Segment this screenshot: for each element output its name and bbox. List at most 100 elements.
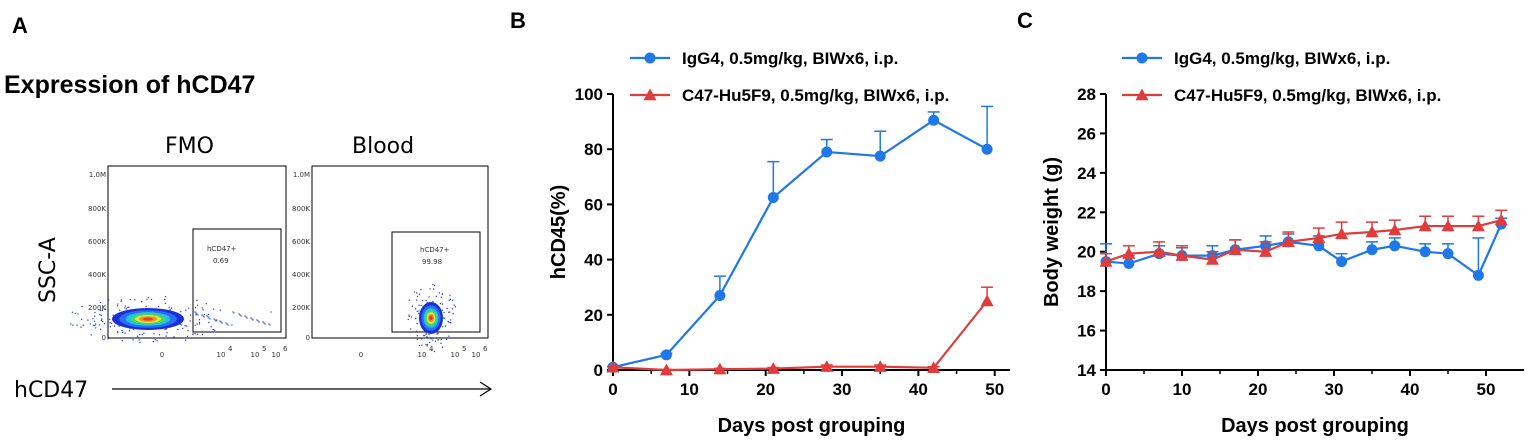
event-dot (441, 309, 443, 311)
flow-fmo-x-tick-exp: 6 (283, 345, 288, 353)
event-dot (187, 329, 189, 332)
event-dot (250, 317, 252, 319)
event-dot (426, 301, 428, 304)
legend-label: C47-Hu5F9, 0.5mg/kg, BIWx6, i.p. (1174, 86, 1441, 105)
flow-fmo-density (70, 295, 272, 344)
event-dot (98, 324, 101, 326)
event-dot (94, 323, 97, 325)
flow-fmo-y-tick: 800K (88, 205, 106, 213)
event-dot (449, 319, 452, 321)
event-dot (116, 330, 119, 333)
event-dot (421, 299, 424, 302)
event-dot (270, 311, 272, 313)
event-dot (89, 323, 92, 325)
event-dot (206, 315, 208, 317)
flow-blood-y-tick: 1.0M (293, 171, 310, 179)
event-dot (132, 339, 134, 341)
event-dot (99, 328, 102, 330)
event-dot (124, 332, 126, 334)
event-dot (207, 316, 209, 318)
event-dot (117, 331, 119, 334)
x-tick-label: 20 (1249, 380, 1268, 399)
x-tick-label: 10 (680, 380, 699, 399)
data-point (1441, 219, 1455, 232)
event-dot (192, 333, 194, 335)
event-dot (182, 327, 184, 330)
panel-c-letter: C (1017, 8, 1033, 33)
event-dot (100, 314, 102, 317)
event-dot (435, 295, 438, 298)
flow-blood-x-tick: 10 (472, 351, 481, 359)
event-dot (252, 319, 254, 321)
data-point (820, 360, 834, 372)
event-dot (219, 320, 221, 322)
event-dot (264, 323, 266, 325)
event-dot (95, 327, 97, 329)
event-dot (448, 321, 450, 323)
event-dot (194, 311, 196, 313)
event-dot (408, 315, 410, 318)
event-dot (196, 304, 199, 306)
flow-fmo-y-tick: 1.0M (89, 171, 106, 179)
event-dot (416, 299, 418, 301)
data-point (873, 360, 887, 372)
event-dot (165, 335, 167, 337)
flow-blood-x-tick-exp: 6 (483, 345, 488, 353)
event-dot (119, 309, 121, 312)
data-point (1281, 235, 1295, 248)
event-dot (428, 333, 430, 336)
event-dot (70, 323, 72, 325)
event-dot (441, 303, 444, 305)
event-dot (421, 344, 423, 347)
event-dot (432, 288, 435, 290)
panel-a: A Expression of hCD47 FMO Blood SSC-A 1.… (4, 13, 493, 403)
density-contour (142, 317, 154, 321)
series-line (1105, 219, 1502, 263)
data-point (1228, 243, 1242, 255)
y-tick-label: 26 (1077, 124, 1096, 143)
flow-blood-x-tick: 10 (418, 351, 427, 359)
data-point (1312, 231, 1326, 244)
event-dot (212, 308, 215, 310)
event-dot (101, 320, 104, 323)
event-dot (425, 333, 427, 335)
y-tick-label: 18 (1077, 282, 1096, 301)
event-dot (99, 309, 101, 311)
event-dot (138, 333, 141, 336)
y-tick-label: 80 (584, 140, 603, 159)
series-1 (607, 105, 994, 373)
legend-marker (643, 88, 657, 101)
event-dot (74, 312, 76, 315)
event-dot (407, 318, 409, 321)
event-dot (196, 299, 198, 302)
data-point (714, 289, 726, 301)
event-dot (426, 336, 428, 338)
event-dot (180, 311, 182, 313)
event-dot (443, 311, 445, 314)
event-dot (198, 321, 201, 324)
event-dot (431, 349, 433, 352)
event-dot (185, 309, 187, 311)
arrowhead-icon (479, 381, 493, 397)
x-tick-label: 20 (756, 380, 775, 399)
event-dot (420, 288, 422, 291)
event-dot (76, 324, 78, 326)
y-tick-label: 28 (1077, 85, 1096, 104)
event-dot (441, 346, 444, 348)
y-tick-label: 0 (594, 361, 603, 380)
event-dot (215, 320, 217, 322)
panel-a-title: Expression of hCD47 (4, 71, 255, 99)
event-dot (453, 304, 455, 306)
series-line (612, 300, 988, 372)
legend-marker (1136, 52, 1148, 64)
event-dot (93, 320, 96, 322)
event-dot (433, 284, 436, 287)
event-dot (434, 340, 437, 343)
data-point (1365, 225, 1379, 238)
legend-label: IgG4, 0.5mg/kg, BIWx6, i.p. (682, 49, 898, 68)
x-tick-label: 30 (833, 380, 852, 399)
event-dot (244, 315, 246, 317)
event-dot (72, 324, 74, 326)
event-dot (221, 322, 223, 324)
